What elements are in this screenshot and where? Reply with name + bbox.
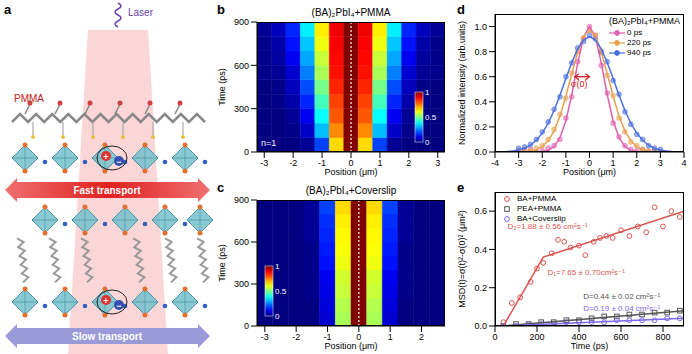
svg-text:-2: -2 [538, 158, 546, 168]
svg-text:0.2: 0.2 [474, 283, 487, 293]
svg-text:0: 0 [244, 321, 249, 331]
html-text:Time (ps): Time (ps) [217, 244, 227, 282]
svg-text:600: 600 [234, 61, 249, 71]
svg-text:0.5: 0.5 [425, 113, 437, 122]
svg-text:-2: -2 [289, 158, 297, 168]
html-text:(BA)₂PbI₄+PMMA: (BA)₂PbI₄+PMMA [609, 16, 680, 26]
svg-text:1: 1 [425, 88, 430, 97]
svg-text:300: 300 [234, 104, 249, 114]
svg-text:2: 2 [419, 332, 424, 342]
svg-text:−: − [116, 301, 121, 311]
svg-text:−: − [116, 157, 121, 167]
svg-text:0.4: 0.4 [474, 245, 487, 255]
svg-text:0: 0 [492, 332, 497, 342]
html-text:Position (μm): Position (μm) [324, 167, 378, 177]
svg-text:2: 2 [406, 158, 411, 168]
html-text:Normalized intensity (arb.unit: Normalized intensity (arb.units) [457, 21, 467, 145]
svg-text:900: 900 [234, 195, 249, 205]
svg-text:2: 2 [634, 158, 639, 168]
html-text:0 ps: 0 ps [627, 28, 643, 37]
html-text:(BA)₂PbI₄+Coverslip: (BA)₂PbI₄+Coverslip [305, 185, 397, 196]
svg-text:0.0: 0.0 [474, 321, 487, 331]
svg-text:0: 0 [425, 138, 430, 147]
svg-text:1: 1 [275, 262, 280, 271]
html-text:σ(0): σ(0) [570, 78, 588, 89]
html-text:c: c [217, 180, 225, 195]
svg-text:0.0: 0.0 [474, 147, 487, 157]
html-text:Position (μm): Position (μm) [324, 341, 378, 351]
svg-text:PMMA: PMMA [14, 93, 44, 104]
html-text:Time (ps): Time (ps) [217, 68, 227, 106]
html-text:b: b [217, 2, 225, 17]
html-text:n=1: n=1 [261, 138, 277, 148]
html-text:D₁=7.65 ± 0.70cm²s⁻¹: D₁=7.65 ± 0.70cm²s⁻¹ [547, 267, 625, 277]
svg-text:-4: -4 [491, 158, 499, 168]
svg-text:0: 0 [587, 158, 592, 168]
html-text:D=0.44 ± 0.02 cm²s⁻¹: D=0.44 ± 0.02 cm²s⁻¹ [583, 291, 661, 301]
html-text:D=0.19 ± 0.04 cm²s⁻¹: D=0.19 ± 0.04 cm²s⁻¹ [583, 303, 661, 313]
html-text:Position (μm): Position (μm) [562, 167, 617, 177]
svg-text:Slow transport: Slow transport [72, 331, 143, 342]
svg-text:Laser: Laser [128, 7, 154, 18]
svg-text:a: a [4, 2, 12, 17]
html-text:BA+Coverslip: BA+Coverslip [517, 214, 566, 223]
svg-text:0: 0 [348, 158, 353, 168]
svg-text:1: 1 [377, 158, 382, 168]
html-text:940 ps: 940 ps [627, 48, 652, 57]
svg-text:-3: -3 [261, 332, 269, 342]
svg-text:-1: -1 [318, 158, 326, 168]
svg-text:-2: -2 [292, 332, 300, 342]
svg-text:4: 4 [681, 158, 686, 168]
svg-text:400: 400 [571, 332, 586, 342]
svg-text:600: 600 [613, 332, 628, 342]
svg-text:+: + [103, 152, 108, 162]
svg-text:3: 3 [435, 158, 440, 168]
svg-text:200: 200 [529, 332, 544, 342]
svg-text:-1: -1 [323, 332, 331, 342]
html-text:PEA+PMMA: PEA+PMMA [517, 204, 562, 213]
svg-text:-3: -3 [260, 158, 268, 168]
svg-text:Fast transport: Fast transport [73, 185, 141, 196]
svg-text:0.5: 0.5 [275, 287, 287, 296]
html-text:d: d [457, 2, 465, 17]
svg-text:-3: -3 [515, 158, 523, 168]
svg-text:800: 800 [655, 332, 670, 342]
html-text:(BA)₂PbI₄+PMMA: (BA)₂PbI₄+PMMA [311, 7, 391, 18]
svg-text:300: 300 [234, 279, 249, 289]
html-text:BA+PMMA: BA+PMMA [517, 194, 557, 203]
html-text:MSD(t)=σ(t)²-σ(0)² (μm²): MSD(t)=σ(t)²-σ(0)² (μm²) [457, 210, 467, 308]
svg-text:0.8: 0.8 [474, 47, 487, 57]
svg-text:0: 0 [244, 147, 249, 157]
svg-text:+: + [103, 296, 108, 306]
svg-text:600: 600 [234, 237, 249, 247]
svg-text:0: 0 [275, 312, 280, 321]
svg-text:0.2: 0.2 [474, 122, 487, 132]
svg-text:1.0: 1.0 [474, 22, 487, 32]
svg-text:0.4: 0.4 [474, 97, 487, 107]
svg-text:3: 3 [658, 158, 663, 168]
svg-text:1: 1 [611, 158, 616, 168]
svg-text:0.6: 0.6 [474, 206, 487, 216]
svg-text:900: 900 [234, 17, 249, 27]
svg-text:0.6: 0.6 [474, 72, 487, 82]
svg-text:0: 0 [356, 332, 361, 342]
html-text:220 ps: 220 ps [627, 38, 652, 47]
html-text:D₂=1.88 ± 0.56 cm²s⁻¹: D₂=1.88 ± 0.56 cm²s⁻¹ [507, 222, 588, 231]
html-text:e: e [457, 180, 465, 195]
svg-text:-1: -1 [562, 158, 570, 168]
svg-text:1: 1 [388, 332, 393, 342]
html-text:Time (ps): Time (ps) [570, 341, 609, 351]
